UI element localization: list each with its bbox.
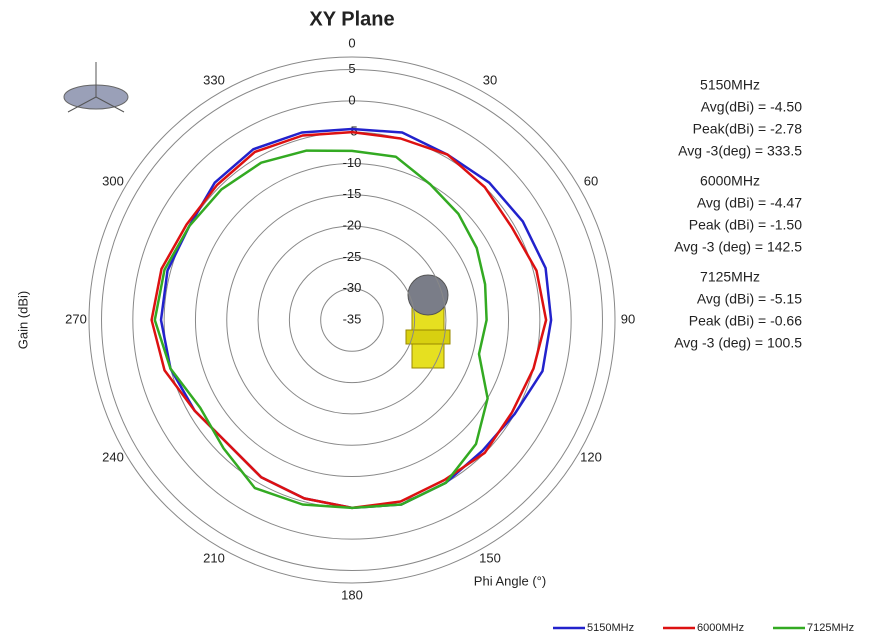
chart-title: XY Plane bbox=[309, 8, 394, 30]
theta-tick-label: 30 bbox=[483, 72, 497, 87]
theta-tick-label: 60 bbox=[584, 173, 598, 188]
series-line bbox=[153, 149, 489, 510]
theta-tick-label: 210 bbox=[203, 550, 225, 565]
theta-tick-label: 240 bbox=[102, 449, 124, 464]
grid-ring bbox=[132, 100, 572, 540]
annotation-line: Avg (dBi) = -5.15 bbox=[697, 291, 802, 307]
annotations: 5150MHz Avg(dBi) = -4.50 Peak(dBi) = -2.78… bbox=[674, 77, 802, 351]
annotation-line: Avg -3(deg) = 333.5 bbox=[678, 143, 802, 159]
theta-tick-label: 180 bbox=[341, 587, 363, 602]
r-tick-label: -25 bbox=[343, 249, 362, 264]
y-axis-label: Gain (dBi) bbox=[15, 291, 30, 350]
annotation-header: 5150MHz bbox=[700, 77, 760, 93]
r-tick-label: -30 bbox=[343, 280, 362, 295]
grid-ring bbox=[288, 256, 416, 384]
legend: 5150MHz 6000MHz 7125MHz bbox=[553, 622, 854, 634]
legend-label: 5150MHz bbox=[587, 622, 634, 634]
legend-label: 7125MHz bbox=[807, 622, 854, 634]
axis-icon bbox=[63, 62, 129, 113]
r-tick-label: -20 bbox=[343, 218, 362, 233]
grid-ring bbox=[101, 69, 603, 571]
grid-ring bbox=[226, 194, 478, 446]
r-tick-label: 0 bbox=[348, 92, 355, 107]
grid-ring bbox=[194, 162, 510, 478]
r-tick-label: -35 bbox=[343, 311, 362, 326]
antenna-icon bbox=[405, 274, 451, 369]
annotation-line: Avg (dBi) = -4.47 bbox=[697, 195, 802, 211]
annotation-line: Avg(dBi) = -4.50 bbox=[701, 99, 803, 115]
x-axis-label: Phi Angle (°) bbox=[474, 573, 546, 588]
r-tick-label: 5 bbox=[348, 61, 355, 76]
grid-ring bbox=[320, 288, 384, 352]
annotation-line: Avg -3 (deg) = 100.5 bbox=[674, 335, 802, 351]
theta-tick-label: 150 bbox=[479, 550, 501, 565]
theta-tick-label: 90 bbox=[621, 311, 635, 326]
annotation-header: 7125MHz bbox=[700, 269, 760, 285]
theta-tick-label: 270 bbox=[65, 311, 87, 326]
plot-area: -35-30-25-20-15-10-505030609012015018021… bbox=[65, 35, 635, 602]
grid-ring bbox=[257, 225, 447, 415]
r-tick-label: -15 bbox=[343, 186, 362, 201]
annotation-line: Peak(dBi) = -2.78 bbox=[693, 121, 803, 137]
outer-ring bbox=[88, 56, 616, 584]
theta-tick-label: 0 bbox=[348, 35, 355, 50]
annotation-line: Peak (dBi) = -0.66 bbox=[689, 313, 802, 329]
annotation-line: Peak (dBi) = -1.50 bbox=[689, 217, 802, 233]
annotation-header: 6000MHz bbox=[700, 173, 760, 189]
legend-label: 6000MHz bbox=[697, 622, 744, 634]
theta-tick-label: 300 bbox=[102, 173, 124, 188]
r-tick-label: -10 bbox=[343, 155, 362, 170]
theta-tick-label: 120 bbox=[580, 449, 602, 464]
theta-tick-label: 330 bbox=[203, 72, 225, 87]
annotation-line: Avg -3 (deg) = 142.5 bbox=[674, 239, 802, 255]
